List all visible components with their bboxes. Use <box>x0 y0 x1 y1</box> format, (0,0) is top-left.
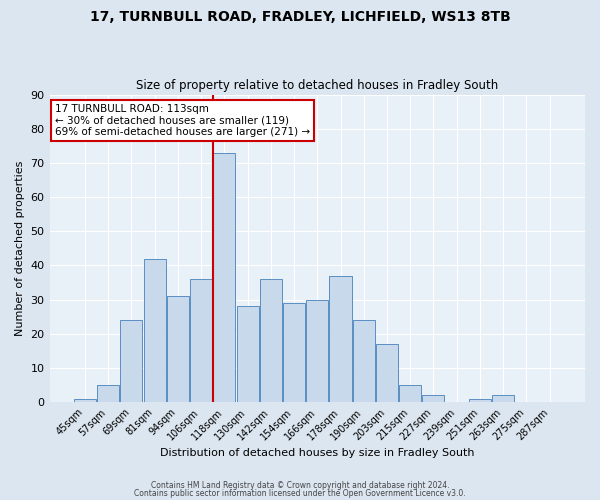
Bar <box>190 279 212 402</box>
Text: Contains HM Land Registry data © Crown copyright and database right 2024.: Contains HM Land Registry data © Crown c… <box>151 481 449 490</box>
X-axis label: Distribution of detached houses by size in Fradley South: Distribution of detached houses by size … <box>160 448 475 458</box>
Text: Contains public sector information licensed under the Open Government Licence v3: Contains public sector information licen… <box>134 488 466 498</box>
Bar <box>376 344 398 402</box>
Bar <box>399 385 421 402</box>
Bar <box>97 385 119 402</box>
Bar <box>74 398 96 402</box>
Bar <box>236 306 259 402</box>
Y-axis label: Number of detached properties: Number of detached properties <box>15 160 25 336</box>
Bar <box>469 398 491 402</box>
Title: Size of property relative to detached houses in Fradley South: Size of property relative to detached ho… <box>136 79 499 92</box>
Bar <box>492 395 514 402</box>
Bar <box>422 395 445 402</box>
Bar <box>121 320 142 402</box>
Bar <box>329 276 352 402</box>
Bar <box>213 152 235 402</box>
Bar <box>260 279 282 402</box>
Bar <box>353 320 375 402</box>
Bar <box>167 296 189 402</box>
Text: 17 TURNBULL ROAD: 113sqm
← 30% of detached houses are smaller (119)
69% of semi-: 17 TURNBULL ROAD: 113sqm ← 30% of detach… <box>55 104 310 137</box>
Bar <box>143 258 166 402</box>
Bar <box>283 303 305 402</box>
Bar <box>306 300 328 402</box>
Text: 17, TURNBULL ROAD, FRADLEY, LICHFIELD, WS13 8TB: 17, TURNBULL ROAD, FRADLEY, LICHFIELD, W… <box>89 10 511 24</box>
